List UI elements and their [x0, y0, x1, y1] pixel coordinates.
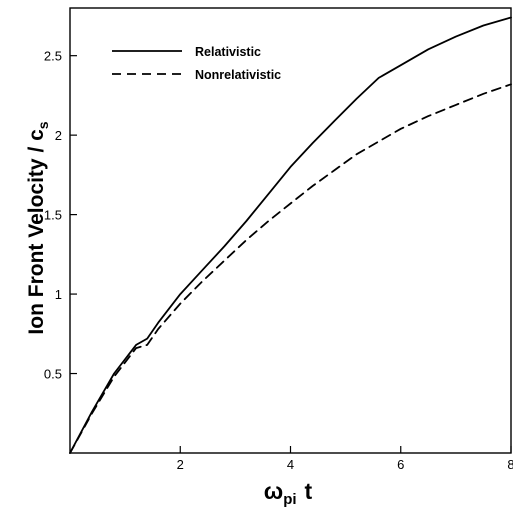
y-tick-label: 1.5: [44, 208, 62, 223]
y-axis: 0.5 1 1.5 2 2.5: [44, 49, 77, 382]
plot-frame: [69, 7, 512, 454]
legend-label-relativistic: Relativistic: [195, 45, 261, 59]
plot-area: [69, 7, 512, 454]
y-tick-label: 2: [55, 128, 62, 143]
legend: Relativistic Nonrelativistic: [112, 45, 281, 82]
y-tick-label: 2.5: [44, 49, 62, 64]
x-tick-label: 2: [177, 457, 184, 472]
x-tick-label: 6: [397, 457, 404, 472]
series-line-relativistic: [69, 16, 512, 454]
series-line-nonrelativistic: [69, 83, 512, 454]
x-tick-label: 8: [507, 457, 513, 472]
x-axis-label: ωpi t: [264, 478, 313, 508]
y-axis-label-main: Ion Front Velocity / c: [25, 129, 48, 335]
x-tick-label: 4: [287, 457, 294, 472]
legend-label-nonrelativistic: Nonrelativistic: [195, 68, 281, 82]
series-layer: [69, 16, 512, 454]
x-axis: 2 4 6 8: [177, 446, 513, 472]
x-axis-label-rest: t: [305, 478, 313, 504]
y-tick-label: 0.5: [44, 367, 62, 382]
y-axis-label-subscript: s: [35, 121, 51, 129]
y-axis-label: Ion Front Velocity / cs: [25, 121, 51, 334]
y-tick-label: 1: [55, 287, 62, 302]
x-axis-label-symbol: ω: [264, 478, 283, 504]
x-axis-label-subscript: pi: [283, 491, 296, 508]
